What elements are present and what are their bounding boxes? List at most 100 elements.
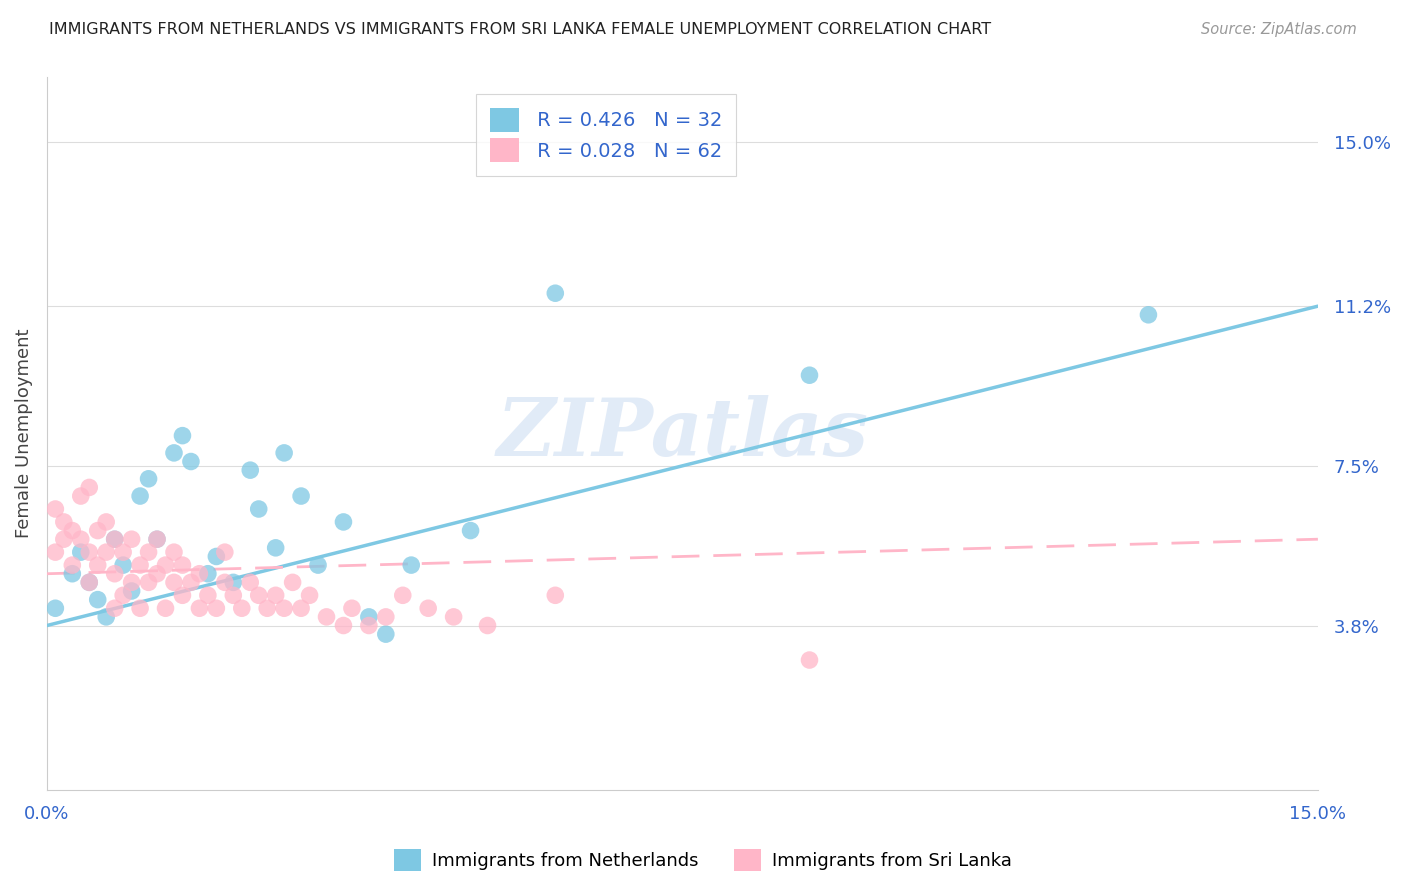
Point (138, 545, 160, 559)
Point (121, 532, 143, 546)
Point (544, 588, 567, 602)
Point (222, 575, 245, 590)
Point (129, 601, 152, 615)
Point (77, 575, 100, 590)
Point (273, 601, 295, 615)
Point (281, 575, 304, 590)
Point (264, 541, 287, 555)
Point (290, 489, 312, 503)
Point (290, 601, 312, 615)
Point (273, 446, 295, 460)
Point (374, 610, 396, 624)
Point (77, 575, 100, 590)
Point (163, 575, 186, 590)
Point (163, 545, 186, 559)
Point (799, 368, 821, 383)
Point (96, 515, 118, 529)
Point (188, 566, 211, 581)
Point (799, 653, 821, 667)
Point (112, 588, 135, 602)
Point (129, 558, 152, 573)
Point (205, 549, 228, 564)
Point (69, 545, 91, 559)
Point (129, 489, 152, 503)
Point (332, 515, 354, 529)
Point (44, 502, 66, 516)
Point (112, 558, 135, 573)
Point (214, 545, 236, 559)
Point (96, 545, 118, 559)
Point (155, 558, 177, 573)
Point (399, 558, 422, 573)
Point (104, 601, 127, 615)
Point (96, 610, 118, 624)
Point (60, 558, 83, 573)
Point (418, 601, 440, 615)
Text: IMMIGRANTS FROM NETHERLANDS VS IMMIGRANTS FROM SRI LANKA FEMALE UNEMPLOYMENT COR: IMMIGRANTS FROM NETHERLANDS VS IMMIGRANT… (49, 22, 991, 37)
Text: ZIPatlas: ZIPatlas (496, 395, 869, 472)
Point (332, 618, 354, 632)
Point (87, 524, 110, 538)
Point (477, 618, 499, 632)
Point (205, 601, 228, 615)
Point (264, 588, 287, 602)
Point (87, 592, 110, 607)
Point (443, 610, 465, 624)
Point (87, 558, 110, 573)
Point (222, 588, 245, 602)
Point (374, 627, 396, 641)
Point (121, 575, 143, 590)
Point (163, 446, 186, 460)
Point (60, 566, 83, 581)
Y-axis label: Female Unemployment: Female Unemployment (15, 329, 32, 538)
Point (44, 601, 66, 615)
Point (239, 463, 262, 477)
Point (214, 575, 236, 590)
Point (172, 558, 194, 573)
Point (77, 545, 100, 559)
Point (1137, 308, 1160, 322)
Point (60, 524, 83, 538)
Point (307, 558, 329, 573)
Point (77, 480, 100, 494)
Point (544, 286, 567, 301)
Point (172, 428, 194, 442)
Point (357, 610, 380, 624)
Point (357, 618, 380, 632)
Point (138, 472, 160, 486)
Point (247, 502, 270, 516)
Point (104, 532, 127, 546)
Point (180, 454, 202, 468)
Legend:  R = 0.426   N = 32,  R = 0.028   N = 62: R = 0.426 N = 32, R = 0.028 N = 62 (477, 95, 735, 176)
Point (69, 532, 91, 546)
Text: Source: ZipAtlas.com: Source: ZipAtlas.com (1201, 22, 1357, 37)
Point (155, 601, 177, 615)
Point (315, 610, 337, 624)
Point (247, 588, 270, 602)
Point (104, 532, 127, 546)
Point (188, 601, 211, 615)
Point (298, 588, 321, 602)
Point (146, 532, 169, 546)
Point (69, 489, 91, 503)
Point (197, 588, 219, 602)
Point (44, 545, 66, 559)
Point (180, 575, 202, 590)
Point (52, 532, 75, 546)
Legend: Immigrants from Netherlands, Immigrants from Sri Lanka: Immigrants from Netherlands, Immigrants … (387, 842, 1019, 879)
Point (146, 566, 169, 581)
Point (460, 524, 482, 538)
Point (256, 601, 278, 615)
Point (231, 601, 253, 615)
Point (104, 566, 127, 581)
Point (138, 575, 160, 590)
Point (340, 601, 363, 615)
Point (172, 588, 194, 602)
Point (391, 588, 413, 602)
Point (112, 545, 135, 559)
Point (146, 532, 169, 546)
Point (239, 575, 262, 590)
Point (52, 515, 75, 529)
Point (121, 584, 143, 599)
Point (197, 566, 219, 581)
